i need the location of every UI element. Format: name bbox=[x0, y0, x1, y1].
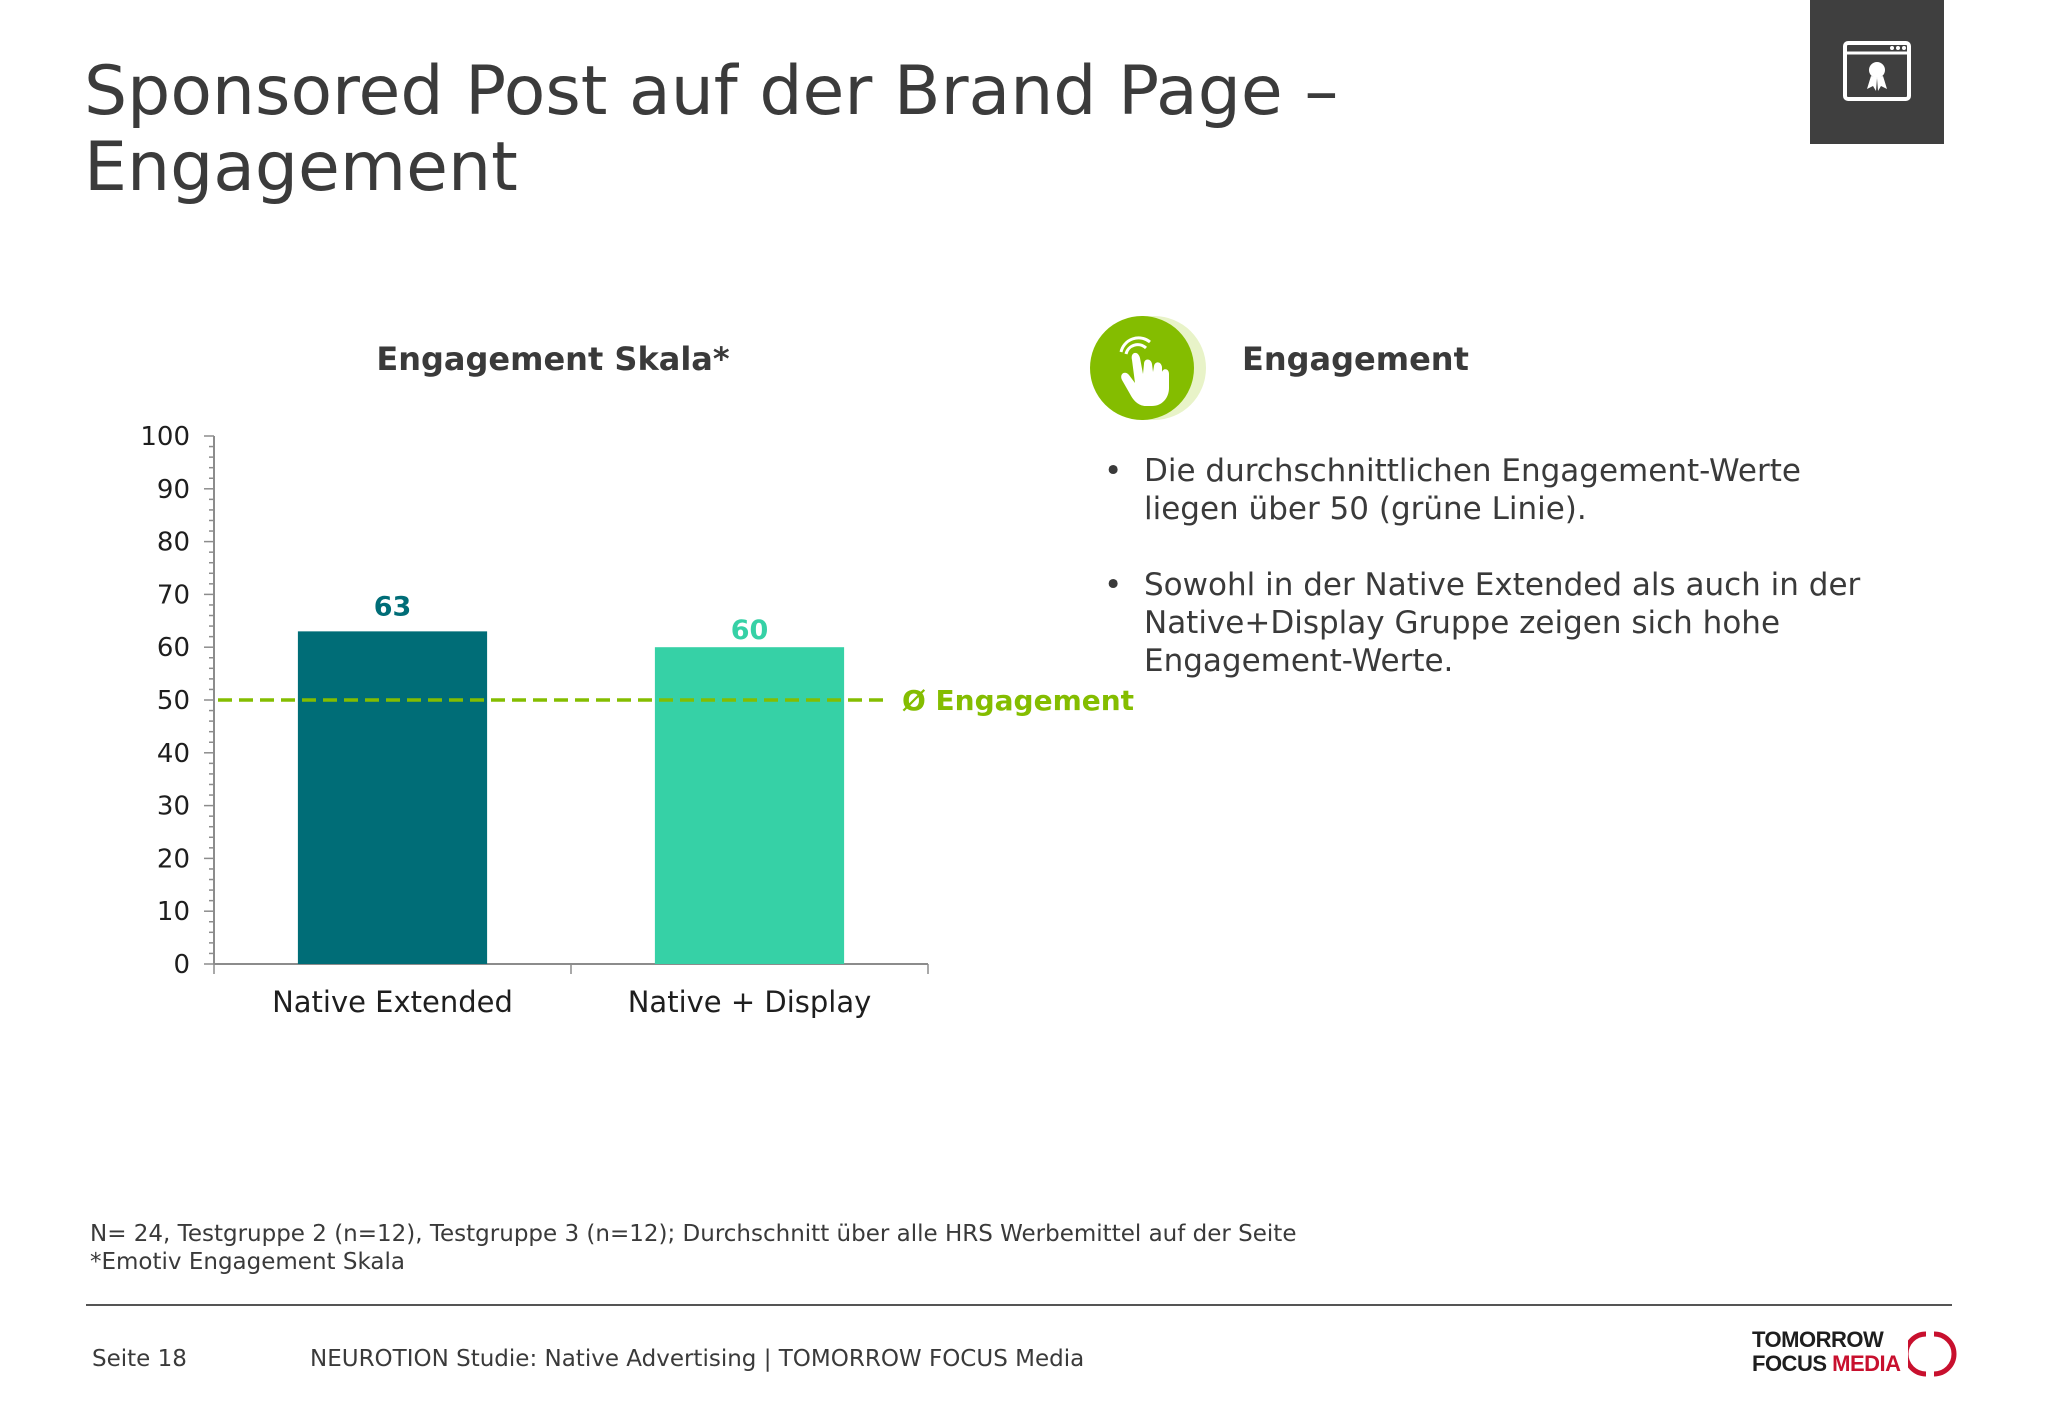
bullet-glyph: • bbox=[1104, 453, 1123, 489]
y-tick-label: 0 bbox=[173, 950, 190, 980]
logo-media: MEDIA bbox=[1832, 1351, 1901, 1376]
y-tick-label: 90 bbox=[157, 475, 190, 505]
y-tick-label: 30 bbox=[157, 792, 190, 822]
page-number: Seite 18 bbox=[92, 1346, 187, 1372]
y-tick-label: 10 bbox=[157, 897, 190, 927]
footer-caption: NEUROTION Studie: Native Advertising | T… bbox=[310, 1346, 1085, 1372]
slide-title: Sponsored Post auf der Brand Page – Enga… bbox=[84, 54, 1384, 206]
bullet-line: liegen über 50 (grüne Linie). bbox=[1144, 491, 1587, 527]
y-tick-label: 20 bbox=[157, 844, 190, 874]
slide-title-line2: Engagement bbox=[84, 128, 518, 207]
logo-focus: FOCUS bbox=[1752, 1351, 1833, 1376]
x-category-label: Native Extended bbox=[272, 985, 513, 1019]
bar bbox=[654, 647, 845, 964]
bullet-line: Engagement-Werte. bbox=[1144, 643, 1454, 679]
footer-divider bbox=[86, 1304, 1952, 1306]
footnote: N= 24, Testgruppe 2 (n=12), Testgruppe 3… bbox=[90, 1220, 1590, 1276]
average-engagement-label: Ø Engagement bbox=[902, 684, 1134, 717]
engagement-bullet-list: • Die durchschnittlichen Engagement-Wert… bbox=[1100, 452, 1920, 718]
y-tick-label: 70 bbox=[157, 580, 190, 610]
bar bbox=[297, 631, 488, 964]
slide-title-line1: Sponsored Post auf der Brand Page – bbox=[84, 52, 1339, 131]
bullet-item: • Sowohl in der Native Extended als auch… bbox=[1100, 566, 1920, 680]
bullet-line: Sowohl in der Native Extended als auch i… bbox=[1144, 567, 1861, 603]
logo-line1: TOMORROW bbox=[1752, 1327, 1884, 1352]
bullet-line: Die durchschnittlichen Engagement-Werte bbox=[1144, 453, 1801, 489]
tomorrow-focus-media-logo: TOMORROW FOCUS MEDIA bbox=[1752, 1328, 1962, 1380]
logo-ring-icon bbox=[1908, 1331, 1957, 1377]
footnote-scale: *Emotiv Engagement Skala bbox=[90, 1249, 405, 1275]
hand-tap-icon bbox=[1090, 316, 1206, 420]
y-tick-label: 40 bbox=[157, 739, 190, 769]
logo-line2: FOCUS MEDIA bbox=[1752, 1352, 1901, 1376]
chart-reference-line: Ø Engagement bbox=[218, 684, 1134, 717]
bullet-line: Native+Display Gruppe zeigen sich hohe bbox=[1144, 605, 1781, 641]
corner-badge bbox=[1810, 0, 1944, 144]
bullet-glyph: • bbox=[1104, 567, 1123, 603]
footnote-sample: N= 24, Testgruppe 2 (n=12), Testgruppe 3… bbox=[90, 1221, 1297, 1247]
chart-bars: 63 Native Extended 60 Native + Display bbox=[272, 591, 871, 1019]
bullet-item: • Die durchschnittlichen Engagement-Wert… bbox=[1100, 452, 1920, 528]
bar-value-label: 60 bbox=[731, 615, 769, 646]
engagement-bar-chart: Engagement Skala* 0 10 20 30 40 50 60 70 80 90 100… bbox=[140, 340, 1134, 1019]
bar-value-label: 63 bbox=[374, 591, 412, 622]
certificate-browser-icon bbox=[1843, 41, 1911, 101]
y-tick-label: 50 bbox=[157, 686, 190, 716]
engagement-heading: Engagement bbox=[1242, 340, 1469, 378]
chart-title: Engagement Skala* bbox=[376, 340, 730, 378]
y-tick-label: 100 bbox=[140, 422, 190, 452]
y-tick-label: 80 bbox=[157, 528, 190, 558]
x-category-label: Native + Display bbox=[628, 985, 872, 1019]
y-tick-label: 60 bbox=[157, 633, 190, 663]
